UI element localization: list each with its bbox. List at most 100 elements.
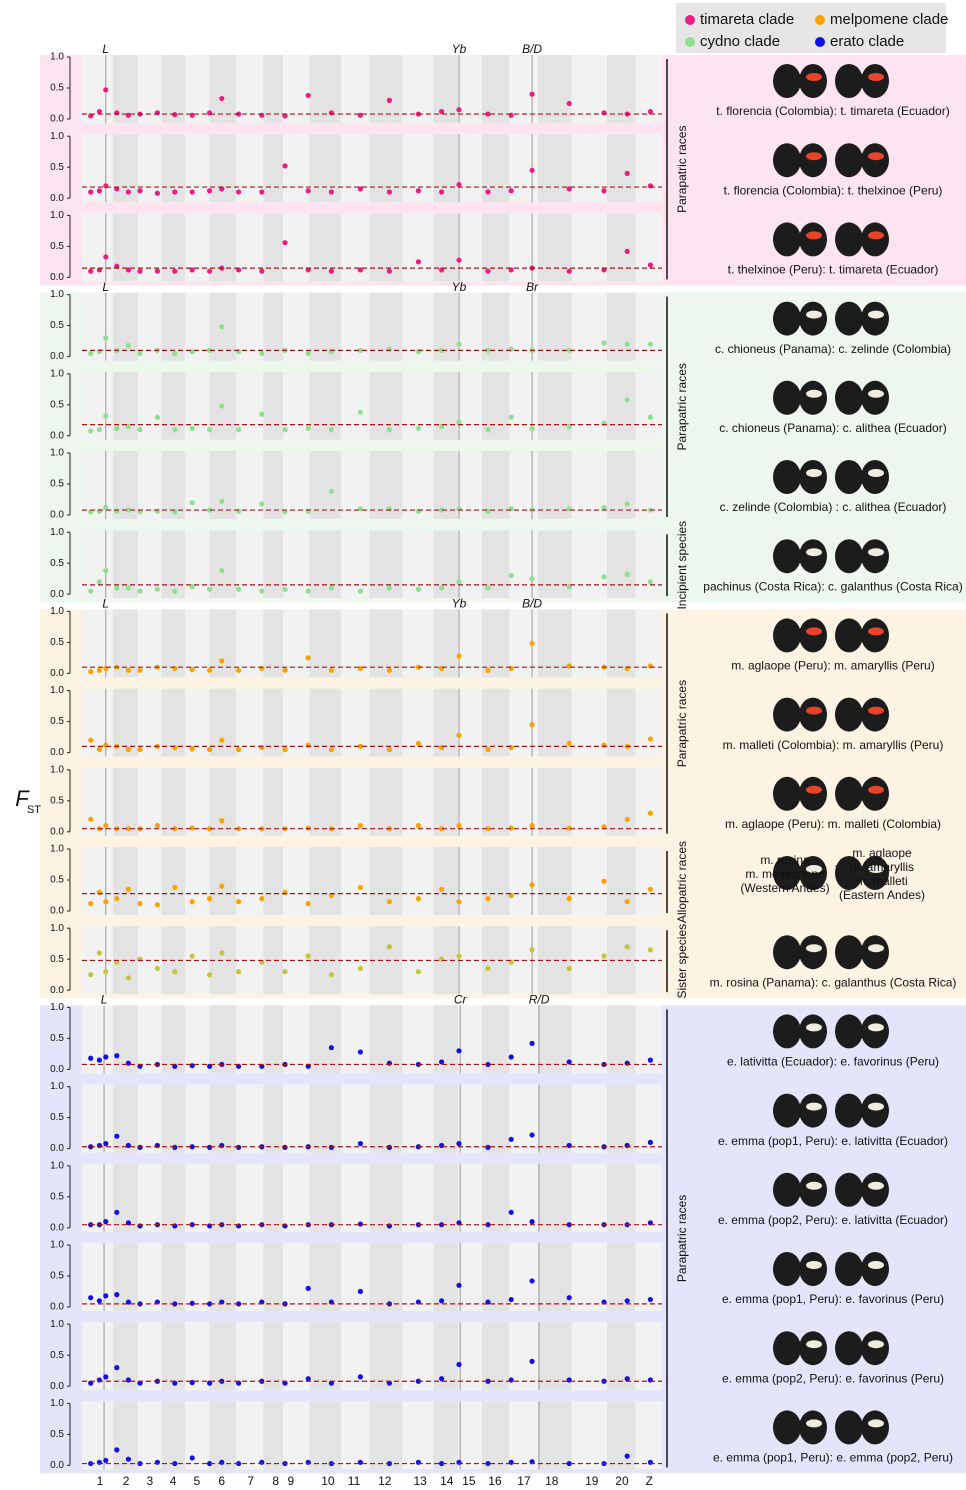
fst-point bbox=[97, 668, 102, 673]
chromosome-band bbox=[309, 768, 341, 836]
butterfly-band bbox=[806, 548, 822, 556]
butterfly-band bbox=[806, 627, 822, 635]
locus-label: B/D bbox=[522, 42, 542, 56]
fst-point bbox=[509, 825, 514, 830]
pair-label: m. melpomene bbox=[745, 867, 825, 881]
chromosome-band bbox=[185, 847, 209, 915]
fst-point bbox=[648, 1058, 653, 1063]
legend-swatch bbox=[815, 37, 825, 47]
chromosome-band bbox=[341, 55, 369, 123]
fst-point bbox=[306, 351, 311, 356]
y-tick-label: 1.0 bbox=[50, 52, 64, 63]
chromosome-band bbox=[341, 530, 369, 598]
x-tick-label: 6 bbox=[218, 1474, 225, 1488]
chromosome-band bbox=[283, 213, 309, 281]
fst-point bbox=[485, 189, 490, 194]
chromosome-band bbox=[433, 1085, 457, 1153]
fst-point bbox=[103, 505, 108, 510]
locus-label: B/D bbox=[522, 597, 542, 611]
x-tick-label: 19 bbox=[585, 1474, 599, 1488]
chromosome-band bbox=[509, 1401, 537, 1469]
fst-point bbox=[306, 901, 311, 906]
fst-point bbox=[439, 585, 444, 590]
fst-point bbox=[529, 1219, 534, 1224]
fst-point bbox=[172, 885, 177, 890]
chromosome-band bbox=[607, 134, 636, 202]
fst-point bbox=[567, 741, 572, 746]
fst-point bbox=[306, 954, 311, 959]
locus-label: Yb bbox=[452, 42, 467, 56]
butterfly-wing bbox=[861, 777, 889, 811]
y-tick-label: 1.0 bbox=[50, 1081, 64, 1092]
chromosome-band bbox=[161, 1085, 184, 1153]
pair-label: m. malleti bbox=[856, 874, 907, 888]
fst-point bbox=[172, 112, 177, 117]
fst-point bbox=[648, 1297, 653, 1302]
chromosome-band bbox=[263, 1243, 283, 1311]
butterfly-wing bbox=[799, 381, 827, 415]
fst-point bbox=[137, 269, 142, 274]
fst-point bbox=[439, 887, 444, 892]
fst-point bbox=[529, 576, 534, 581]
fst-point bbox=[306, 188, 311, 193]
chromosome-band bbox=[209, 55, 236, 123]
fst-point bbox=[456, 733, 461, 738]
fst-point bbox=[114, 1210, 119, 1215]
locus-label: Yb bbox=[452, 280, 467, 294]
fst-point bbox=[529, 823, 534, 828]
butterfly-wing bbox=[799, 302, 827, 336]
fst-point bbox=[88, 1295, 93, 1300]
fst-point bbox=[259, 412, 264, 417]
fst-point bbox=[456, 653, 461, 658]
chromosome-band bbox=[161, 1164, 184, 1232]
fst-point bbox=[329, 747, 334, 752]
chromosome-band bbox=[607, 55, 636, 123]
y-tick-label: 0.0 bbox=[50, 1381, 64, 1392]
pair-label: e. lativitta (Ecuador): e. favorinus (Pe… bbox=[727, 1055, 939, 1069]
pair-label: e. emma (pop1, Peru): e. emma (pop2, Per… bbox=[713, 1451, 953, 1465]
fst-point bbox=[137, 747, 142, 752]
butterfly-wing bbox=[861, 1252, 889, 1286]
fst-point bbox=[282, 587, 287, 592]
chromosome-band bbox=[113, 213, 138, 281]
chromosome-band bbox=[402, 1401, 433, 1469]
fst-point bbox=[358, 966, 363, 971]
butterfly-band bbox=[806, 707, 822, 715]
butterfly-wing bbox=[799, 460, 827, 494]
butterfly-wing bbox=[835, 539, 863, 573]
chromosome-band bbox=[236, 1243, 263, 1311]
chromosome-band bbox=[82, 1085, 113, 1153]
fst-point bbox=[207, 269, 212, 274]
chromosome-band bbox=[482, 1164, 510, 1232]
fst-point bbox=[509, 1137, 514, 1142]
fst-point bbox=[358, 1049, 363, 1054]
butterfly-band bbox=[868, 1261, 884, 1269]
locus-label: R/D bbox=[529, 993, 550, 1007]
butterfly-wing bbox=[835, 1410, 863, 1444]
fst-point bbox=[358, 589, 363, 594]
pair-label: t. florencia (Colombia): t. timareta (Ec… bbox=[716, 104, 949, 118]
fst-point bbox=[456, 823, 461, 828]
butterfly-wing bbox=[861, 698, 889, 732]
fst-point bbox=[416, 896, 421, 901]
chromosome-band bbox=[185, 55, 209, 123]
chromosome-band bbox=[538, 530, 572, 598]
butterfly-wing bbox=[835, 698, 863, 732]
fst-point bbox=[456, 1362, 461, 1367]
group-label: Parapatric races bbox=[675, 126, 689, 213]
chromosome-band bbox=[433, 1322, 457, 1390]
chromosome-band bbox=[161, 530, 184, 598]
butterfly-wing bbox=[799, 618, 827, 652]
chromosome-band bbox=[161, 1322, 184, 1390]
pair-label: c. zelinde (Colombia) : c. alithea (Ecua… bbox=[720, 500, 947, 514]
butterfly-wing bbox=[835, 302, 863, 336]
chromosome-band bbox=[509, 134, 537, 202]
fst-point bbox=[416, 259, 421, 264]
butterfly-band bbox=[868, 707, 884, 715]
chromosome-band bbox=[309, 847, 341, 915]
fst-point bbox=[219, 403, 224, 408]
butterfly-wing bbox=[861, 302, 889, 336]
chromosome-band bbox=[283, 1322, 309, 1390]
chromosome-band bbox=[161, 1401, 184, 1469]
fst-point bbox=[137, 351, 142, 356]
